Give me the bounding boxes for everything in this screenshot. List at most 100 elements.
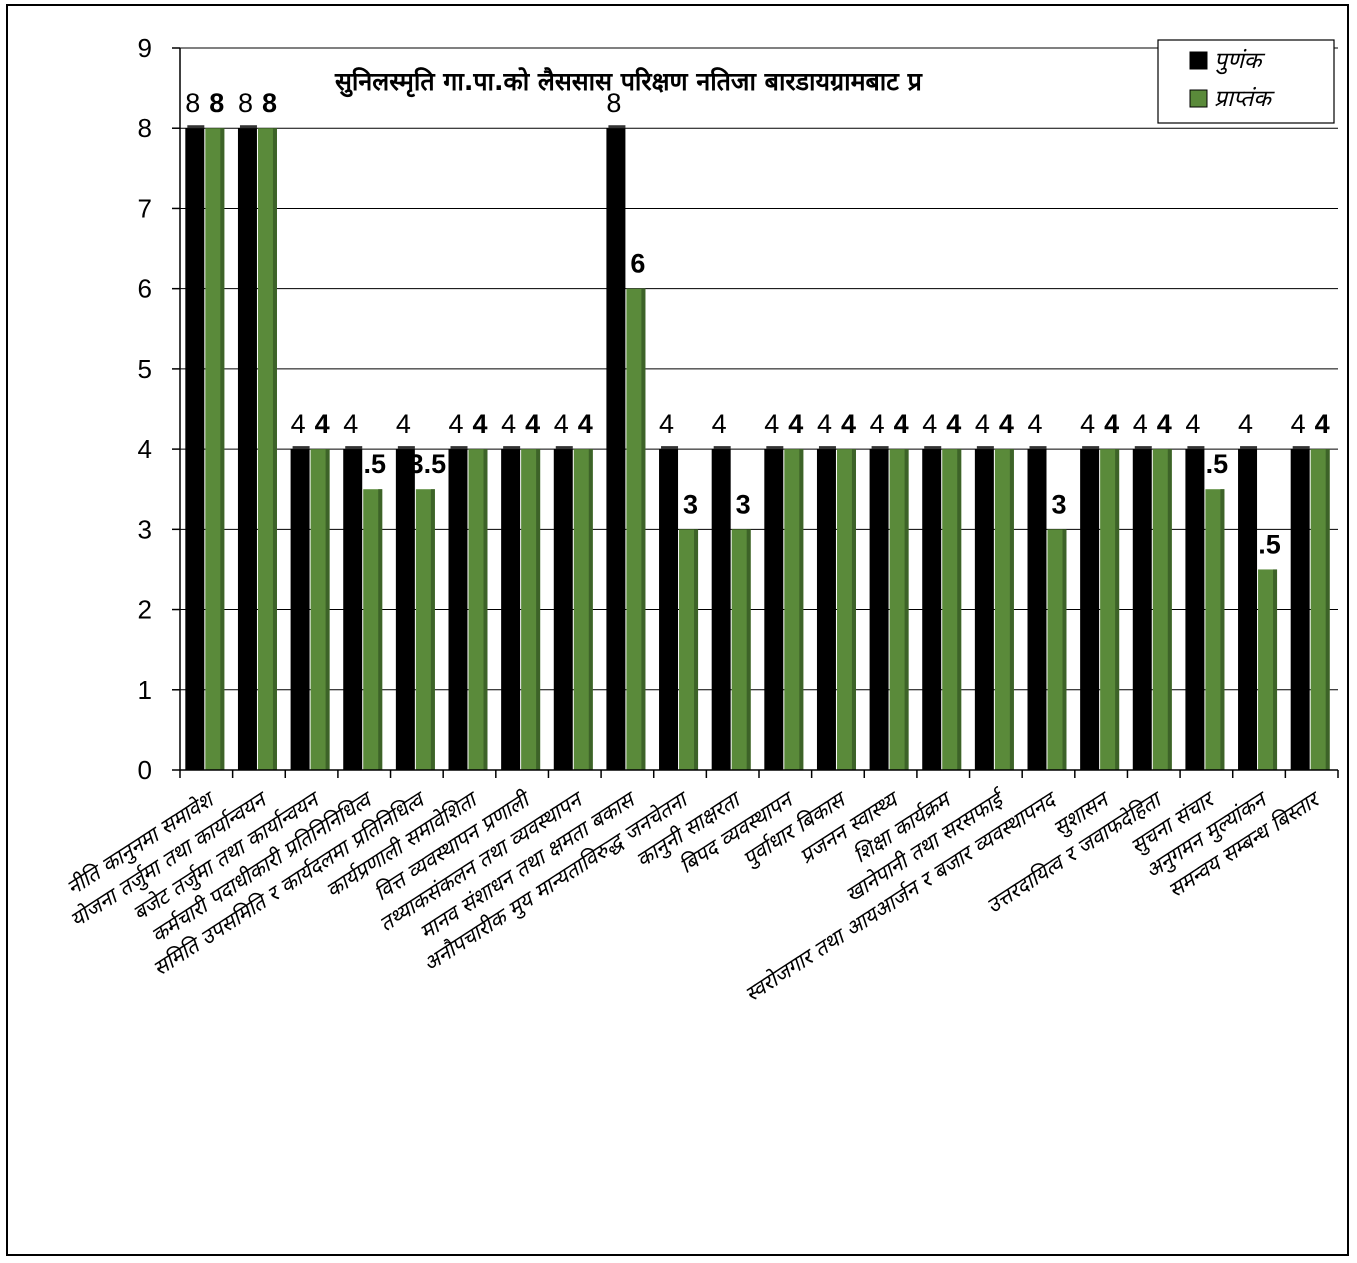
data-label-series1: 8: [606, 88, 621, 118]
y-tick-label: 2: [138, 595, 152, 625]
y-tick-label: 7: [138, 193, 152, 223]
data-label-series2: 4: [1104, 409, 1119, 439]
bar-series2-side: [851, 449, 856, 770]
legend-label: पुणंक: [1214, 48, 1266, 75]
bar-series2-side: [1220, 489, 1225, 770]
data-label-series2: 4: [525, 409, 540, 439]
category-labels: नीति कानुनमा समावेशयोजना तर्जुमा तथा कार…: [62, 785, 1326, 1006]
bar-series2: [836, 449, 856, 770]
data-label-series2: 6: [630, 249, 645, 279]
bar-series2: [257, 128, 277, 770]
legend-box: [1157, 39, 1335, 124]
bar-series2-side: [325, 449, 330, 770]
bar-series1-top: [924, 446, 942, 450]
bar-series1: [1185, 449, 1205, 770]
data-label-series1: 4: [817, 409, 832, 439]
data-label-series2: 4: [472, 409, 487, 439]
data-label-series2: 4: [315, 409, 330, 439]
bar-series1: [974, 449, 994, 770]
bar-series2-side: [536, 449, 541, 770]
bar-series2-side: [1273, 569, 1278, 770]
bar-series1-top: [871, 446, 889, 450]
data-label-series1: 4: [396, 409, 411, 439]
bar-series2-side: [220, 128, 225, 770]
bar-series2-side: [588, 449, 593, 770]
legend-swatch: [1189, 89, 1208, 108]
bar-series1: [553, 449, 573, 770]
legend: पुणंक प्राप्तंक: [1157, 39, 1335, 124]
y-tick-label: 8: [138, 113, 152, 143]
bar-series2: [942, 449, 962, 770]
data-label-series1: 8: [185, 88, 200, 118]
bar-series1: [816, 449, 836, 770]
data-label-series2: 4: [841, 409, 856, 439]
data-label-series2: 4: [894, 409, 909, 439]
data-label-series2: .5: [1258, 529, 1281, 559]
data-label-series2: 8: [262, 88, 277, 118]
bar-series1-top: [818, 446, 836, 450]
data-label-series1: 4: [975, 409, 990, 439]
data-label-series2: 4: [788, 409, 803, 439]
bar-series1: [1027, 449, 1047, 770]
bar-series1-top: [1187, 446, 1205, 450]
bar-series1-top: [239, 125, 257, 129]
bar-series1-top: [1029, 446, 1047, 450]
bar-series1-top: [450, 446, 468, 450]
bar-series1: [448, 449, 468, 770]
bar-series2-side: [1115, 449, 1120, 770]
bar-series2: [310, 449, 330, 770]
bar-series2-side: [799, 449, 804, 770]
axes: 0 1 2 3 4 5 6 7 8 9: [138, 33, 1339, 785]
y-tick-label: 0: [138, 755, 152, 785]
bar-series2: [468, 449, 488, 770]
data-label-series1: 4: [1238, 409, 1253, 439]
legend-label: प्राप्तंक: [1214, 86, 1275, 112]
y-tick-label: 1: [138, 675, 152, 705]
data-label-series1: 4: [448, 409, 463, 439]
data-label-series1: 4: [343, 409, 358, 439]
data-label-series2: 4: [999, 409, 1014, 439]
bar-series1-top: [1082, 446, 1100, 450]
bar-series1: [343, 449, 363, 770]
bar-series2-side: [430, 489, 435, 770]
bar-series2: [363, 489, 383, 770]
bar-series2-side: [1325, 449, 1330, 770]
bar-series1-top: [503, 446, 521, 450]
data-label-series2: 4: [946, 409, 961, 439]
y-tick-label: 6: [138, 274, 152, 304]
data-label-series1: 4: [554, 409, 569, 439]
bar-series1-top: [1240, 446, 1258, 450]
bar-series2: [573, 449, 593, 770]
bar-series1-top: [1134, 446, 1152, 450]
bar-series2: [1152, 449, 1172, 770]
bar-series1-top: [397, 446, 415, 450]
bar-series2-side: [957, 449, 962, 770]
bar-series1-top: [292, 446, 310, 450]
data-label-series1: 4: [291, 409, 306, 439]
bar-series1: [869, 449, 889, 770]
bar-series1: [1238, 449, 1258, 770]
data-label-series2: 3: [736, 489, 751, 519]
bar-series1: [237, 128, 257, 770]
data-label-series1: 4: [1291, 409, 1306, 439]
bar-series1: [1132, 449, 1152, 770]
data-label-series1: 4: [1080, 409, 1095, 439]
bar-series1: [764, 449, 784, 770]
y-tick-label: 4: [138, 434, 152, 464]
data-label-series2: .5: [1206, 449, 1229, 479]
data-label-series1: 4: [1185, 409, 1200, 439]
bar-series1: [290, 449, 310, 770]
data-label-series1: 8: [238, 88, 253, 118]
data-label-series2: 4: [578, 409, 593, 439]
y-tick-label: 5: [138, 354, 152, 384]
bar-series1: [501, 449, 521, 770]
data-label-series1: 4: [922, 409, 937, 439]
bar-series2: [205, 128, 225, 770]
data-label-series1: 4: [764, 409, 779, 439]
bar-series1-top: [766, 446, 784, 450]
bar-series2: [626, 288, 646, 770]
bar-series1: [1290, 449, 1310, 770]
bar-series2-side: [483, 449, 488, 770]
